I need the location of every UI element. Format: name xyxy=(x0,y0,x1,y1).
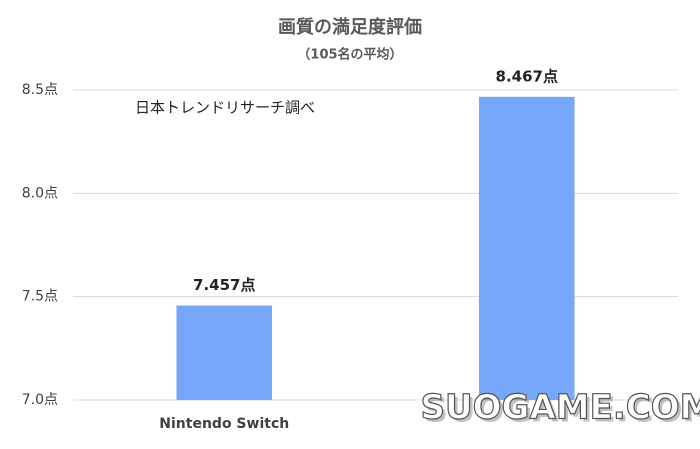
bar xyxy=(478,96,575,400)
annotation: 日本トレンドリサーチ調べ xyxy=(135,99,315,117)
y-tick-label: 8.0点 xyxy=(22,185,58,201)
watermark-shadow: SUOGAME.COM xyxy=(424,391,700,431)
bar xyxy=(176,305,273,400)
y-tick-label: 8.5点 xyxy=(22,82,58,98)
y-tick-label: 7.0点 xyxy=(22,392,58,408)
y-tick-label: 7.5点 xyxy=(22,289,58,305)
x-tick-label: Nintendo Switch xyxy=(159,416,289,432)
value-label: 8.467点 xyxy=(496,67,558,85)
watermark: SUOGAME.COM xyxy=(421,388,700,428)
chart-subtitle: （105名の平均） xyxy=(297,47,402,63)
chart-title: 画質の満足度評価 xyxy=(278,16,422,38)
value-label: 7.457点 xyxy=(193,276,255,294)
